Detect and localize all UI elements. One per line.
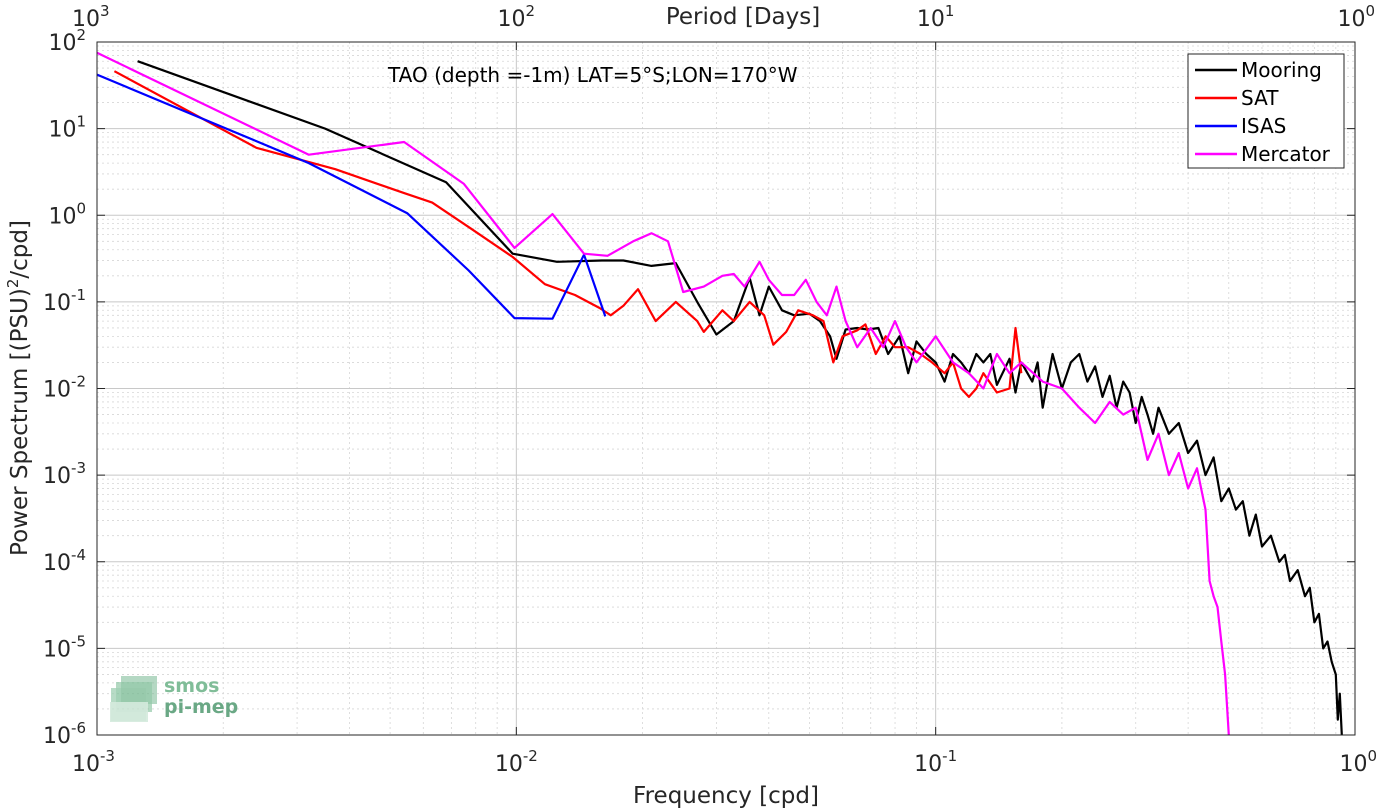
smos-pi-mep-logo: smos pi-mep <box>110 675 238 722</box>
series-line-mooring <box>137 60 1343 736</box>
y-axis-label: Power Spectrum [(PSU)2/cpd] <box>4 220 33 556</box>
chart-title: TAO (depth =-1m) LAT=5°S;LON=170°W <box>387 63 798 87</box>
y-tick-label: 10-2 <box>43 373 86 403</box>
top-tick-label-base: 10 <box>917 7 945 32</box>
y-tick-label-exp: 2 <box>76 26 86 44</box>
y-tick-label: 10-6 <box>43 719 86 749</box>
y-tick-label-exp: 0 <box>76 199 86 217</box>
y-tick-label-exp: -6 <box>71 719 86 737</box>
x-tick-label-exp: 0 <box>1367 747 1377 765</box>
y-tick-label-exp: 1 <box>76 113 86 131</box>
series-line-sat <box>113 70 1023 398</box>
x-tick-label-base: 10 <box>914 752 942 777</box>
axis-ticks <box>96 41 1356 736</box>
top-tick-label-exp: 3 <box>100 2 110 20</box>
y-tick-label: 10-4 <box>43 546 86 576</box>
x-axis-label: Frequency [cpd] <box>633 783 819 809</box>
top-tick-label-exp: 0 <box>1365 2 1375 20</box>
x-tick-label-exp: -1 <box>942 747 957 765</box>
top-axis-label: Period [Days] <box>666 4 820 30</box>
legend-label-sat: SAT <box>1241 86 1279 110</box>
y-tick-label-exp: -3 <box>71 459 86 477</box>
x-tick-label: 100 <box>1339 747 1377 777</box>
x-tick-label-exp: -3 <box>100 747 115 765</box>
x-tick-label: 10-3 <box>72 747 115 777</box>
legend-label-mercator: Mercator <box>1241 142 1331 166</box>
y-tick-label-base: 10 <box>43 464 71 489</box>
x-tick-labels: 10-3 10-2 10-1 100 <box>72 747 1377 777</box>
legend: Mooring SAT ISAS Mercator <box>1187 53 1345 169</box>
y-tick-label-exp: -1 <box>71 286 86 304</box>
y-tick-label-base: 10 <box>43 724 71 749</box>
y-tick-label-exp: -5 <box>71 632 86 650</box>
y-tick-label-base: 10 <box>43 637 71 662</box>
y-axis-label-main: Power Spectrum [(PSU) <box>7 288 33 556</box>
top-tick-label-base: 10 <box>1337 7 1365 32</box>
series-line-isas <box>96 73 607 320</box>
top-axis-tick-labels: 103 102 101 100 <box>72 2 1375 32</box>
y-tick-label: 10-1 <box>43 286 86 316</box>
series-layer <box>96 51 1343 736</box>
legend-box <box>1187 53 1345 169</box>
x-tick-label-exp: -2 <box>523 747 538 765</box>
x-tick-label-base: 10 <box>72 752 100 777</box>
top-tick-label: 100 <box>1337 2 1375 32</box>
y-tick-label-exp: -4 <box>71 546 86 564</box>
y-tick-label: 102 <box>48 26 86 56</box>
top-tick-label-exp: 1 <box>945 2 955 20</box>
y-tick-label-exp: -2 <box>71 373 86 391</box>
series-line-mercator <box>96 51 1230 736</box>
top-tick-label-base: 10 <box>498 7 526 32</box>
top-tick-label: 103 <box>72 2 110 32</box>
x-tick-label: 10-2 <box>495 747 538 777</box>
y-tick-label: 10-5 <box>43 632 86 662</box>
x-tick-label: 10-1 <box>914 747 957 777</box>
y-tick-label: 101 <box>48 113 86 143</box>
y-tick-label-base: 10 <box>43 291 71 316</box>
y-tick-label: 10-3 <box>43 459 86 489</box>
y-axis-label-end: /cpd] <box>7 220 33 279</box>
logo-line-smos: smos <box>164 675 219 697</box>
y-tick-label-base: 10 <box>43 551 71 576</box>
y-tick-label-base: 10 <box>43 378 71 403</box>
logo-line-pimep: pi-mep <box>164 696 238 718</box>
top-tick-label-exp: 2 <box>526 2 536 20</box>
y-axis-label-sup: 2 <box>4 279 22 289</box>
top-tick-label-base: 10 <box>72 7 100 32</box>
y-tick-label: 100 <box>48 199 86 229</box>
logo-mark <box>110 676 157 722</box>
top-tick-label: 102 <box>498 2 536 32</box>
x-tick-label-base: 10 <box>1339 752 1367 777</box>
legend-label-mooring: Mooring <box>1241 58 1322 82</box>
x-tick-label-base: 10 <box>495 752 523 777</box>
legend-items: Mooring SAT ISAS Mercator <box>1195 58 1331 166</box>
y-tick-label-base: 10 <box>48 204 76 229</box>
top-tick-label: 101 <box>917 2 955 32</box>
y-tick-label-base: 10 <box>48 118 76 143</box>
y-tick-label-base: 10 <box>48 31 76 56</box>
legend-label-isas: ISAS <box>1241 114 1286 138</box>
